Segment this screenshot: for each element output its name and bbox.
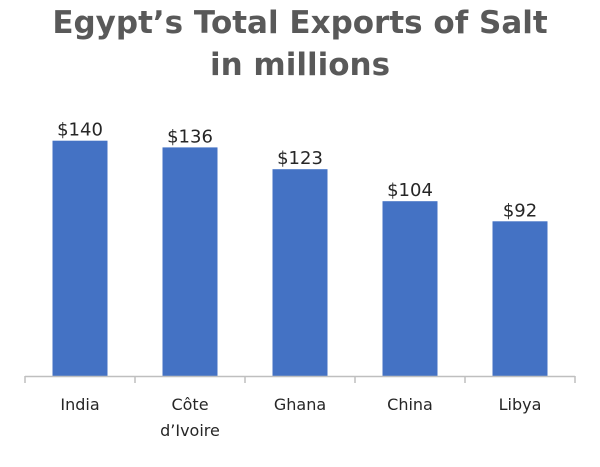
bar bbox=[492, 221, 548, 376]
data-label: $140 bbox=[57, 120, 103, 141]
x-tick-label: India bbox=[60, 395, 99, 414]
bar bbox=[162, 147, 218, 376]
bar bbox=[382, 201, 438, 376]
bar bbox=[52, 140, 108, 376]
chart-title: Egypt’s Total Exports of Salt in million… bbox=[0, 2, 600, 86]
x-tick-label: d’Ivoire bbox=[160, 421, 220, 440]
data-label: $136 bbox=[167, 126, 213, 147]
data-label: $104 bbox=[387, 180, 433, 201]
chart-title-line-1: Egypt’s Total Exports of Salt bbox=[52, 5, 548, 41]
x-tick-label: Libya bbox=[499, 395, 542, 414]
data-label: $92 bbox=[503, 200, 537, 221]
data-label: $123 bbox=[277, 148, 323, 169]
x-tick-label: Ghana bbox=[274, 395, 326, 414]
chart-title-line-2: in millions bbox=[209, 47, 391, 83]
x-tick-label: China bbox=[387, 395, 433, 414]
x-tick-label: Côte bbox=[171, 395, 208, 414]
bar bbox=[272, 169, 328, 376]
